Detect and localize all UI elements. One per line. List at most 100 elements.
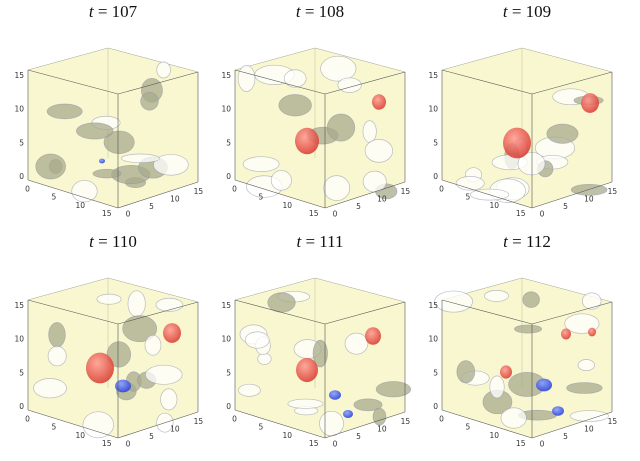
left-floor-tick-label: 0 (25, 414, 30, 423)
left-floor-tick-label: 10 (76, 431, 86, 440)
time-value: 112 (525, 232, 551, 251)
isosurface-hole (353, 398, 383, 412)
isosurface-hole (237, 65, 256, 92)
isosurface-hole (145, 364, 183, 385)
right-floor-tick-label: 15 (194, 417, 204, 426)
cube-edge (234, 409, 326, 439)
cube-edge (27, 299, 119, 325)
isosurface-hole (244, 331, 270, 349)
panel-title: t = 109 (422, 2, 632, 22)
time-variable: t (89, 232, 94, 251)
vertical-tick-label: 0 (433, 402, 438, 411)
cube-edge (441, 299, 533, 325)
right-floor-tick-label: 10 (584, 194, 594, 203)
vertical-tick-label: 10 (221, 105, 231, 114)
isosurface-hole (47, 345, 67, 367)
vertical-tick-label: 10 (14, 105, 24, 114)
right-floor-tick-label: 5 (149, 202, 154, 211)
left-floor-tick-label: 15 (102, 439, 112, 448)
blue-blob (115, 379, 131, 393)
left-floor-tick-label: 5 (52, 193, 57, 202)
isosurface-hole (127, 290, 146, 318)
right-floor-tick-label: 10 (377, 194, 387, 203)
red-blob (561, 328, 571, 340)
isosurface-hole (489, 375, 505, 399)
red-blob (372, 94, 386, 110)
cube-edge (117, 71, 199, 95)
panel-title: t = 107 (8, 2, 218, 22)
red-blob (503, 127, 531, 159)
left-floor-tick-label: 0 (232, 414, 237, 423)
isosurface-hole (278, 94, 312, 117)
blue-blob (343, 410, 353, 418)
cube-edge (117, 411, 199, 439)
isosurface-hole (46, 103, 83, 120)
vertical-tick-label: 0 (433, 172, 438, 181)
panel-title: t = 111 (215, 232, 425, 252)
right-floor-tick-label: 5 (563, 202, 568, 211)
right-floor-tick-label: 15 (194, 187, 204, 196)
vertical-tick-label: 0 (19, 402, 24, 411)
isosurface-hole (71, 180, 98, 203)
red-blob (163, 323, 181, 343)
equals-sign: = (507, 232, 526, 251)
isosurface-cube: 0 5 10 15 0 5 10 15 0 5 10 15 (221, 47, 410, 219)
isosurface-hole (140, 91, 159, 111)
isosurface-hole (312, 339, 328, 368)
right-floor-tick-label: 0 (540, 210, 545, 219)
equals-sign: = (300, 2, 319, 21)
isosurface-hole (517, 151, 546, 176)
cube-edge (441, 69, 533, 95)
isosurface-hole (320, 55, 357, 82)
left-floor-tick-label: 10 (283, 431, 293, 440)
isosurface-hole (48, 322, 66, 348)
cube-edge (117, 181, 199, 209)
isosurface-cube: 0 5 10 15 0 5 10 15 0 5 10 15 (14, 277, 204, 449)
isosurface-hole (156, 61, 171, 79)
vertical-tick-label: 15 (221, 301, 231, 310)
time-variable: t (296, 232, 302, 251)
vertical-tick-label: 15 (14, 301, 24, 310)
vertical-tick-label: 5 (19, 368, 24, 377)
isosurface-hole (283, 69, 307, 88)
isosurface-hole (103, 130, 135, 154)
vertical-tick-label: 5 (433, 368, 438, 377)
vertical-tick-label: 5 (19, 138, 24, 147)
isosurface-hole (569, 410, 609, 422)
left-floor-tick-label: 10 (76, 201, 86, 210)
isosurface-hole (122, 315, 158, 343)
panel-t-109: t = 109 0 5 10 15 0 5 10 15 0 5 10 15 (422, 2, 632, 227)
left-floor-tick-label: 5 (466, 423, 471, 432)
isosurface-hole (35, 153, 66, 180)
right-floor-tick-label: 15 (401, 417, 411, 426)
cube-edge (441, 179, 533, 209)
right-floor-tick-label: 5 (149, 432, 154, 441)
left-floor-tick-label: 15 (309, 439, 319, 448)
vertical-tick-label: 15 (428, 301, 438, 310)
cube-edge (324, 71, 406, 95)
isosurface-hole (82, 411, 114, 439)
blue-blob (552, 406, 564, 416)
left-floor-tick-label: 5 (466, 193, 471, 202)
vertical-tick-label: 5 (226, 368, 231, 377)
right-floor-tick-label: 10 (170, 424, 180, 433)
left-floor-tick-label: 5 (259, 423, 264, 432)
right-floor-tick-label: 5 (563, 432, 568, 441)
cube-edge (234, 179, 326, 209)
cube-edge (531, 301, 613, 325)
panel-t-110: t = 110 0 5 10 15 0 5 10 15 0 5 10 15 (8, 232, 218, 457)
isosurface-hole (514, 324, 543, 334)
left-floor-tick-label: 0 (25, 184, 30, 193)
cube-edge (441, 409, 533, 439)
isosurface-hole (372, 407, 387, 426)
isosurface-hole (484, 290, 509, 302)
isosurface-hole (500, 407, 527, 429)
right-floor-tick-label: 0 (126, 210, 131, 219)
isosurface-hole (364, 138, 394, 163)
left-floor-tick-label: 0 (439, 414, 444, 423)
isosurface-cube: 0 5 10 15 0 5 10 15 0 5 10 15 (221, 277, 412, 449)
isosurface-hole (362, 120, 377, 143)
time-variable: t (88, 2, 94, 21)
cube-edge (531, 411, 613, 439)
time-value: 111 (319, 232, 344, 251)
